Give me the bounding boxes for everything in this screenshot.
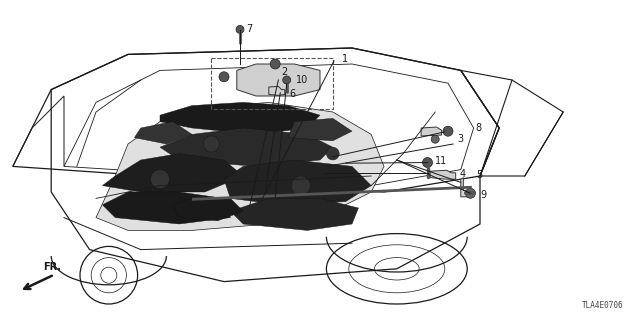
Text: 9: 9 [480, 189, 486, 200]
Circle shape [431, 135, 439, 143]
Polygon shape [269, 86, 285, 95]
Circle shape [422, 157, 433, 168]
Text: 4: 4 [460, 169, 466, 180]
Text: FR.: FR. [44, 262, 61, 272]
Circle shape [150, 170, 170, 189]
Polygon shape [160, 102, 320, 134]
Polygon shape [288, 118, 352, 141]
Circle shape [291, 176, 310, 195]
Polygon shape [237, 64, 320, 96]
Polygon shape [102, 192, 230, 224]
Bar [211, 58, 333, 109]
Circle shape [465, 188, 476, 198]
Circle shape [236, 25, 244, 33]
Polygon shape [160, 128, 333, 166]
Text: 6: 6 [289, 89, 296, 100]
Text: 11: 11 [435, 156, 447, 166]
Polygon shape [173, 198, 243, 221]
Circle shape [283, 76, 291, 84]
Text: 8: 8 [475, 123, 481, 133]
Text: 1: 1 [342, 54, 349, 64]
Circle shape [270, 59, 280, 69]
Polygon shape [430, 170, 456, 179]
Circle shape [443, 126, 453, 136]
Polygon shape [134, 122, 192, 144]
Circle shape [219, 72, 229, 82]
Polygon shape [102, 154, 243, 192]
Text: 10: 10 [296, 75, 308, 85]
Text: 2: 2 [282, 67, 288, 77]
Polygon shape [230, 198, 358, 230]
Text: 3: 3 [458, 134, 464, 144]
Polygon shape [461, 178, 472, 197]
Circle shape [204, 136, 219, 152]
Polygon shape [224, 160, 371, 205]
Circle shape [326, 147, 339, 160]
Text: 5: 5 [476, 170, 483, 180]
Polygon shape [421, 127, 442, 136]
Text: TLA4E0706: TLA4E0706 [582, 301, 624, 310]
Text: 7: 7 [246, 24, 252, 35]
Polygon shape [96, 102, 384, 230]
